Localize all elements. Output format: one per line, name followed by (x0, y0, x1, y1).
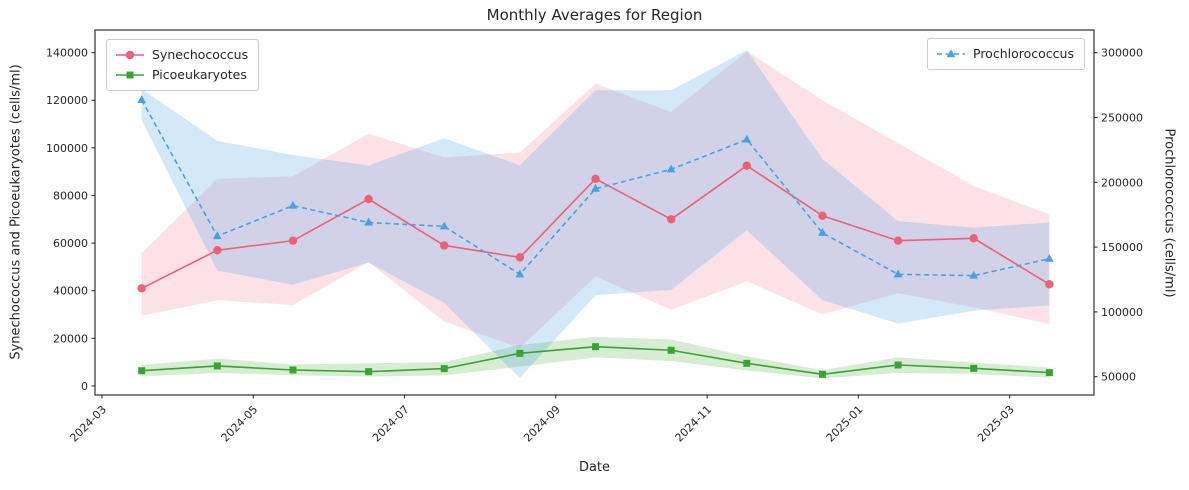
tick-label: 80000 (53, 189, 88, 202)
tick-label: 100000 (46, 142, 88, 155)
data-point (137, 284, 146, 293)
tick-label: 300000 (1101, 47, 1143, 60)
legend-label: Synechococcus (152, 47, 249, 62)
data-point (137, 95, 147, 103)
y-axis-label-right: Prochlorococcus (cells/ml) (1161, 128, 1177, 298)
data-point (592, 343, 600, 351)
data-point (364, 194, 373, 204)
data-point (212, 231, 222, 240)
series-synechococcus (137, 161, 1054, 293)
data-point (288, 236, 298, 245)
data-point (440, 241, 449, 250)
data-point (742, 134, 752, 143)
data-point (969, 234, 978, 243)
tick-label: 2025-01 (824, 403, 866, 445)
data-point (666, 215, 676, 224)
y-axis-right-ticks: 50000 100000 150000 200000 250000 300000 (1094, 47, 1143, 384)
data-point (213, 246, 222, 255)
data-point (743, 359, 751, 367)
series-prochlorococcus (137, 95, 1054, 279)
tick-label: 200000 (1101, 176, 1143, 189)
y-axis-left-ticks: 0 20000 40000 60000 80000 100000 120000 140000 (46, 47, 95, 393)
legend-label: Picoeukaryotes (152, 67, 247, 82)
data-point (1045, 369, 1053, 377)
x-axis-label: Date (578, 460, 611, 475)
tick-label: 0 (81, 380, 88, 393)
chart-title: Monthly Averages for Region (486, 6, 703, 24)
legend-left: Synechococcus Picoeukaryotes (106, 39, 260, 91)
data-point (515, 269, 525, 278)
data-point (970, 364, 978, 372)
legend-dashed-triangle-icon (936, 47, 966, 61)
plot-border (94, 29, 1095, 396)
data-point (591, 183, 600, 192)
tick-label: 140000 (46, 47, 88, 60)
tick-label: 120000 (46, 94, 88, 107)
data-point (1044, 253, 1054, 262)
data-point (591, 174, 600, 184)
data-point (894, 361, 902, 369)
legend-right: Prochlorococcus (927, 38, 1085, 70)
series-picoeukaryotes (138, 343, 1053, 378)
tick-label: 100000 (1101, 306, 1143, 319)
tick-label: 2025-03 (975, 403, 1017, 445)
x-axis-ticks: 2024-03 2024-05 2024-07 2024-09 2024-11 2025-… (67, 395, 1017, 445)
band-picoeukaryotes (141, 336, 1050, 379)
tick-label: 2024-05 (219, 403, 261, 445)
data-point (742, 161, 752, 170)
data-point (818, 228, 827, 236)
legend-item-prochlorococcus: Prochlorococcus (936, 44, 1074, 64)
data-point (667, 346, 675, 354)
data-point (365, 368, 373, 376)
data-point (818, 211, 827, 220)
data-point (515, 253, 525, 262)
legend-item-synechococcus: Synechococcus (115, 45, 248, 65)
data-point (288, 200, 298, 209)
tick-label: 2024-11 (673, 403, 715, 445)
tick-label: 2024-09 (521, 403, 563, 445)
legend-item-picoeukaryotes: Picoeukaryotes (115, 65, 248, 85)
tick-label: 2024-03 (67, 403, 109, 445)
data-point (516, 349, 524, 357)
data-point (440, 365, 448, 373)
band-prochlorococcus (141, 50, 1050, 379)
tick-label: 150000 (1101, 241, 1143, 254)
data-point (893, 269, 903, 278)
tick-label: 60000 (53, 237, 88, 250)
tick-label: 20000 (53, 332, 88, 345)
legend-line-square-icon (115, 68, 145, 82)
tick-label: 50000 (1101, 371, 1136, 384)
data-point (364, 217, 373, 226)
data-point (138, 367, 146, 375)
data-point (1045, 280, 1054, 289)
legend-label: Prochlorococcus (973, 46, 1074, 61)
tick-label: 250000 (1101, 111, 1143, 124)
legend-line-circle-icon (115, 48, 145, 62)
data-point (289, 366, 297, 374)
data-point (213, 362, 221, 370)
band-synechococcus (141, 51, 1050, 348)
tick-label: 40000 (53, 285, 88, 298)
data-point (893, 236, 903, 245)
data-point (666, 164, 676, 173)
y-axis-label-left: Synechococcus and Picoeukaryotes (cells/… (8, 64, 24, 360)
data-point (969, 270, 979, 279)
data-point (439, 221, 449, 230)
data-point (818, 370, 826, 378)
tick-label: 2024-07 (370, 403, 412, 445)
